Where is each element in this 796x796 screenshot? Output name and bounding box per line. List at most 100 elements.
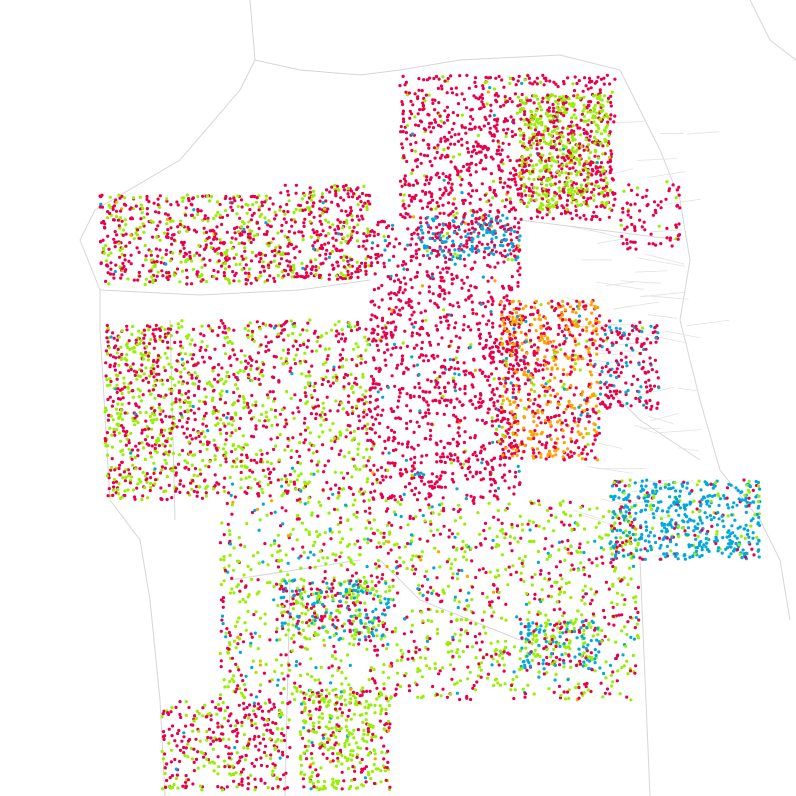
population-dot-green	[324, 218, 328, 222]
population-dot-red	[436, 249, 440, 254]
population-dot-red	[546, 207, 550, 212]
population-dot-green	[571, 146, 575, 150]
population-dot-green	[567, 191, 571, 195]
population-dot-red	[346, 192, 350, 196]
population-dot-red	[439, 84, 443, 88]
population-dot-green	[574, 116, 578, 120]
population-dot-red	[489, 109, 493, 113]
population-dot-red	[507, 177, 511, 181]
population-dot-green	[164, 461, 168, 465]
population-dot-green	[181, 346, 185, 350]
population-dot-red	[223, 476, 227, 480]
population-dot-red	[395, 366, 399, 370]
population-dot-red	[198, 449, 202, 454]
population-dot-green	[542, 140, 547, 144]
population-dot-green	[269, 407, 273, 412]
population-dot-red	[402, 370, 406, 374]
population-dot-red	[400, 357, 405, 361]
population-dot-red	[169, 327, 173, 331]
population-dot-red	[240, 254, 244, 258]
population-dot-red	[475, 210, 479, 214]
population-dot-red	[490, 390, 494, 394]
population-dot-green	[244, 256, 248, 260]
population-dot-red	[454, 226, 458, 230]
population-dot-green	[557, 186, 561, 190]
population-dot-red	[318, 344, 322, 348]
population-dot-red	[368, 394, 372, 398]
population-dot-green	[212, 438, 216, 442]
population-dot-green	[231, 444, 235, 448]
population-dot-red	[471, 475, 475, 479]
population-dot-green	[565, 162, 569, 166]
population-dot-green	[236, 371, 240, 375]
population-dot-green	[196, 474, 200, 478]
population-dot-red	[457, 434, 462, 438]
population-dot-red	[501, 439, 505, 443]
population-dot-red	[414, 242, 418, 246]
population-dot-red	[496, 215, 500, 219]
population-dot-red	[178, 482, 182, 486]
population-dot-green	[460, 113, 464, 117]
population-dot-red	[480, 182, 484, 186]
population-dot-green	[289, 449, 293, 453]
population-dot-green	[152, 264, 156, 268]
population-dot-red	[510, 178, 514, 182]
population-dot-red	[452, 379, 456, 384]
population-dot-red	[330, 263, 334, 267]
population-dot-red	[460, 137, 464, 141]
population-dot-red	[215, 277, 219, 281]
population-dot-red	[362, 415, 366, 419]
population-dot-green	[248, 321, 252, 325]
street-line	[582, 514, 612, 525]
population-dot-red	[159, 260, 163, 265]
population-dot-green	[192, 216, 196, 220]
population-dot-red	[569, 131, 573, 135]
population-dot-red	[478, 95, 482, 99]
population-dot-red	[159, 428, 164, 432]
population-dot-red	[456, 225, 461, 229]
population-dot-green	[185, 193, 189, 197]
population-dot-green	[604, 112, 608, 116]
population-dot-blue	[457, 373, 461, 377]
population-dot-green	[547, 167, 552, 171]
population-dot-green	[259, 448, 263, 453]
population-dot-red	[394, 237, 398, 241]
population-dot-red	[297, 230, 301, 234]
population-dot-red	[285, 259, 289, 263]
population-dot-red	[130, 448, 134, 452]
population-dot-red	[206, 216, 210, 220]
population-dot-red	[455, 274, 459, 278]
population-dot-red	[472, 357, 476, 361]
population-dot-red	[531, 169, 535, 174]
population-dot-red	[458, 400, 462, 404]
population-dot-green	[142, 230, 146, 234]
population-dot-red	[99, 261, 103, 266]
population-dot-red	[325, 369, 330, 373]
population-dot-red	[312, 215, 316, 219]
population-dot-red	[515, 230, 520, 234]
population-dot-green	[340, 365, 344, 369]
population-dot-red	[107, 413, 111, 417]
population-dot-red	[444, 260, 448, 264]
population-dot-green	[135, 377, 139, 381]
population-dot-red	[546, 93, 550, 97]
population-dot-green	[209, 245, 213, 250]
population-dot-red	[503, 463, 507, 467]
population-dot-red	[488, 265, 492, 269]
population-dot-green	[111, 418, 115, 422]
population-dot-red	[294, 245, 298, 249]
population-dot-red	[286, 252, 290, 256]
population-dot-red	[254, 360, 259, 364]
population-dot-blue	[467, 253, 471, 257]
population-dot-red	[121, 429, 126, 433]
population-dot-red	[409, 243, 413, 247]
population-dot-red	[376, 244, 380, 248]
population-dot-red	[565, 107, 569, 111]
population-dot-red	[500, 360, 504, 364]
population-dot-green	[119, 357, 123, 361]
population-dot-red	[129, 217, 133, 221]
population-dot-red	[453, 326, 457, 330]
population-dot-green	[242, 221, 246, 226]
population-dot-red	[510, 288, 514, 292]
population-dot-red	[424, 497, 428, 501]
